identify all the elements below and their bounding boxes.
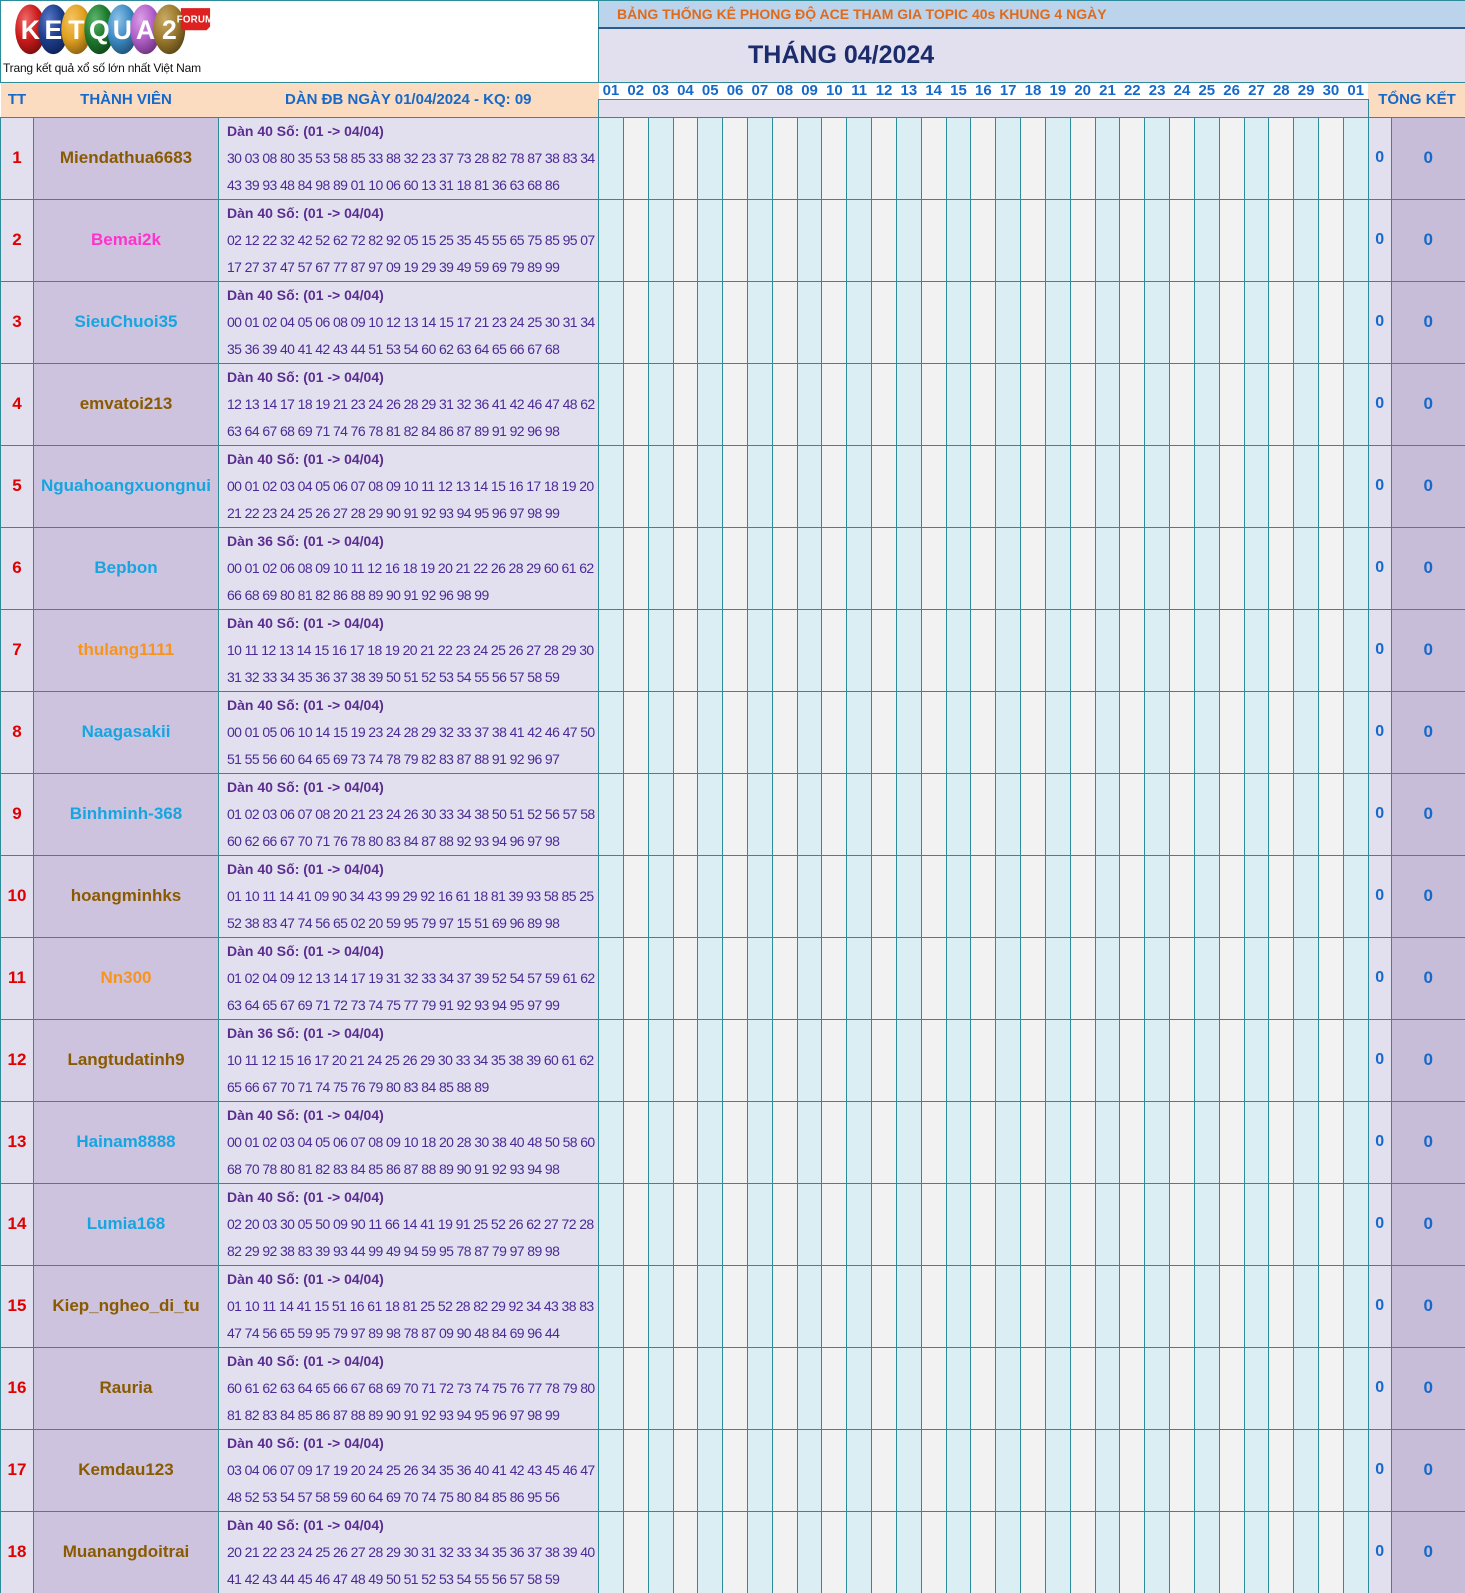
svg-text:U: U [113, 15, 132, 45]
svg-text:A: A [136, 15, 155, 45]
svg-text:T: T [68, 15, 84, 45]
svg-text:E: E [44, 15, 62, 45]
svg-text:Q: Q [89, 15, 110, 45]
svg-text:K: K [21, 15, 40, 45]
svg-text:FORUM: FORUM [177, 15, 214, 26]
svg-text:2: 2 [162, 15, 177, 45]
